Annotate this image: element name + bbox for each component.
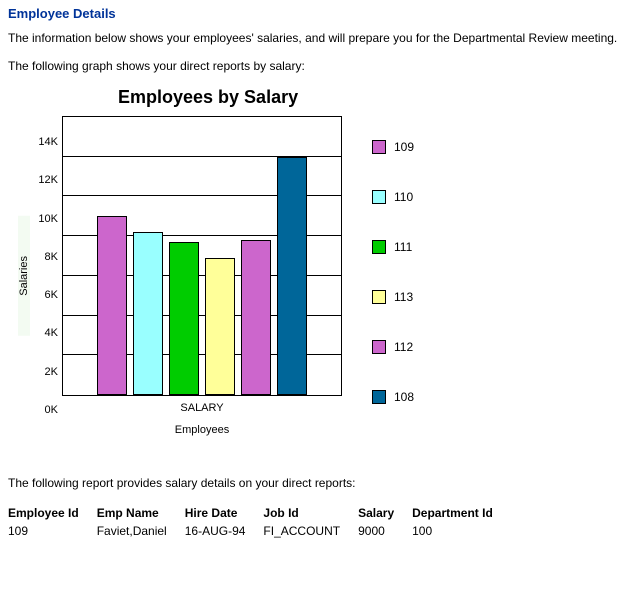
legend-item-108: 108	[372, 390, 414, 404]
table-cell: 16-AUG-94	[185, 522, 264, 540]
plot-area	[62, 116, 342, 396]
legend-label: 113	[394, 290, 413, 304]
legend-item-110: 110	[372, 190, 414, 204]
x-tick-label: SALARY	[62, 402, 342, 414]
report-table: Employee IdEmp NameHire DateJob IdSalary…	[8, 504, 511, 540]
table-header: Emp Name	[97, 504, 185, 522]
legend-label: 109	[394, 140, 414, 154]
bar-108	[277, 157, 307, 395]
table-cell: 100	[412, 522, 511, 540]
legend-item-113: 113	[372, 290, 414, 304]
table-header-row: Employee IdEmp NameHire DateJob IdSalary…	[8, 504, 511, 522]
table-cell: 109	[8, 522, 97, 540]
page-title: Employee Details	[8, 6, 624, 21]
legend-swatch	[372, 190, 386, 204]
legend-label: 112	[394, 340, 413, 354]
y-tick: 12K	[32, 174, 58, 186]
report-lead-text: The following report provides salary det…	[8, 476, 624, 490]
table-header: Employee Id	[8, 504, 97, 522]
bar-112	[241, 240, 271, 395]
legend-item-109: 109	[372, 140, 414, 154]
table-row: 109Faviet,Daniel16-AUG-94FI_ACCOUNT90001…	[8, 522, 511, 540]
legend-swatch	[372, 240, 386, 254]
table-body: 109Faviet,Daniel16-AUG-94FI_ACCOUNT90001…	[8, 522, 511, 540]
legend-swatch	[372, 340, 386, 354]
table-cell: FI_ACCOUNT	[263, 522, 358, 540]
legend-swatch	[372, 390, 386, 404]
legend-swatch	[372, 140, 386, 154]
bar-109	[97, 216, 127, 395]
bar-113	[205, 258, 235, 395]
table-header: Department Id	[412, 504, 511, 522]
bar-110	[133, 232, 163, 395]
legend-label: 111	[394, 240, 412, 254]
legend-label: 110	[394, 190, 413, 204]
legend-swatch	[372, 290, 386, 304]
y-tick: 0K	[32, 404, 58, 416]
table-cell: Faviet,Daniel	[97, 522, 185, 540]
table-header: Job Id	[263, 504, 358, 522]
salary-chart: Employees by Salary Salaries 14K 12K 10K 8K…	[18, 87, 624, 436]
chart-lead-text: The following graph shows your direct re…	[8, 59, 624, 73]
table-header: Hire Date	[185, 504, 264, 522]
legend-item-111: 111	[372, 240, 414, 254]
y-tick: 6K	[32, 289, 58, 301]
y-tick: 10K	[32, 213, 58, 225]
bar-111	[169, 242, 199, 395]
x-axis-label: Employees	[62, 424, 342, 436]
table-header: Salary	[358, 504, 412, 522]
chart-title: Employees by Salary	[118, 87, 624, 108]
legend-label: 108	[394, 390, 414, 404]
y-ticks: 14K 12K 10K 8K 6K 4K 2K 0K	[32, 136, 58, 416]
y-tick: 8K	[32, 251, 58, 263]
legend-item-112: 112	[372, 340, 414, 354]
y-axis-label: Salaries	[18, 216, 30, 336]
y-tick: 2K	[32, 366, 58, 378]
bars-group	[63, 117, 341, 395]
y-tick: 4K	[32, 327, 58, 339]
y-tick: 14K	[32, 136, 58, 148]
table-cell: 9000	[358, 522, 412, 540]
intro-text: The information below shows your employe…	[8, 31, 624, 45]
legend: 109 110 111 113 112 108	[372, 136, 414, 416]
